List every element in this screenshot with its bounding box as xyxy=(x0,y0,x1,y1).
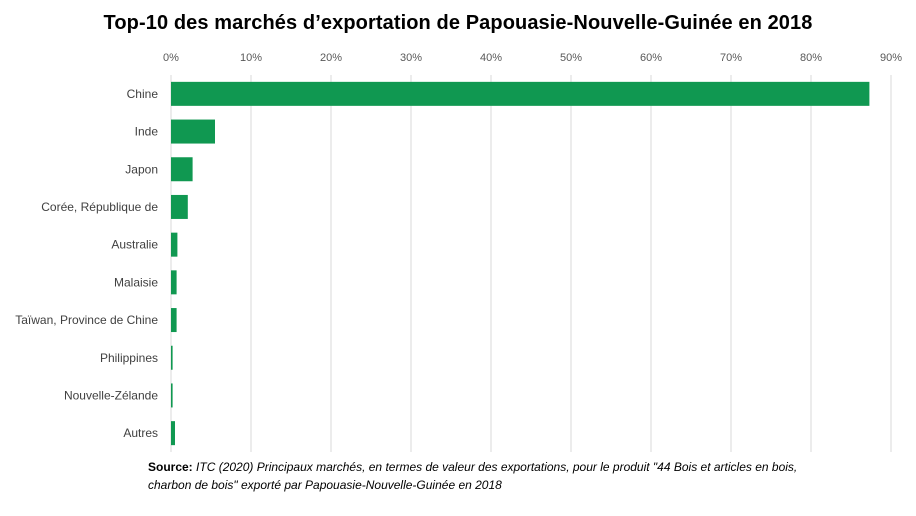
gridlines xyxy=(170,75,892,452)
category-label: Taïwan, Province de Chine xyxy=(15,313,158,327)
bar xyxy=(171,421,175,446)
category-label: Inde xyxy=(135,125,159,139)
source-note: Source: ITC (2020) Principaux marchés, e… xyxy=(148,458,808,494)
bar xyxy=(171,194,188,219)
x-tick-label: 0% xyxy=(163,52,179,64)
category-label: Malaisie xyxy=(114,275,158,289)
bar xyxy=(171,81,870,106)
category-label: Philippines xyxy=(100,351,158,365)
category-label: Australie xyxy=(111,238,158,252)
chart-title: Top-10 des marchés d’exportation de Papo… xyxy=(103,12,813,34)
x-tick-label: 30% xyxy=(400,52,422,64)
bar xyxy=(171,157,193,182)
x-axis-ticks: 0% 10% 20% 30% 40% 50% 60% 70% 80% 90% xyxy=(163,52,902,64)
x-tick-label: 40% xyxy=(480,52,502,64)
category-label: Japon xyxy=(125,162,158,176)
source-label: Source: xyxy=(148,460,193,474)
x-tick-label: 10% xyxy=(240,52,262,64)
bar xyxy=(171,232,178,257)
x-tick-label: 70% xyxy=(720,52,742,64)
bar xyxy=(171,383,173,408)
x-tick-label: 80% xyxy=(800,52,822,64)
bar xyxy=(171,308,177,333)
category-label: Nouvelle-Zélande xyxy=(64,388,158,402)
x-tick-label: 20% xyxy=(320,52,342,64)
x-tick-label: 50% xyxy=(560,52,582,64)
x-tick-label: 90% xyxy=(880,52,902,64)
source-text: ITC (2020) Principaux marchés, en termes… xyxy=(148,460,798,492)
category-label: Chine xyxy=(127,87,159,101)
bar xyxy=(171,270,177,295)
bars xyxy=(171,81,870,446)
x-tick-label: 60% xyxy=(640,52,662,64)
bar xyxy=(171,119,215,144)
bar xyxy=(171,345,173,370)
category-label: Autres xyxy=(123,426,158,440)
category-label: Corée, République de xyxy=(41,200,158,214)
category-labels: Chine Inde Japon Corée, République de Austra… xyxy=(15,87,158,440)
